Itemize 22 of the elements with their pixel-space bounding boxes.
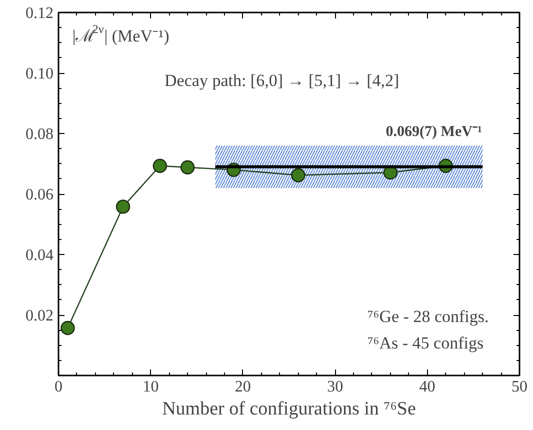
y-tick-label: 0.02	[26, 308, 54, 324]
annotation: Decay path: [6,0] → [5,1] → [4,2]	[164, 71, 400, 90]
point	[152, 158, 168, 173]
point	[291, 168, 306, 182]
annotation: ⁷⁶Ge - 28 configs.	[367, 307, 489, 326]
x-tick-label: 40	[419, 378, 436, 396]
y-tick-label: 0.06	[26, 186, 54, 204]
y-tick-label: 0.10	[26, 66, 54, 82]
x-axis-title: Number of configurations in ⁷⁶Se	[162, 398, 416, 420]
x-tick-label: 0	[54, 378, 62, 396]
x-tick-label: 20	[234, 378, 251, 396]
point	[180, 160, 195, 174]
y-tick-label: 0.12	[26, 5, 54, 22]
point	[116, 200, 130, 214]
y-tick-label: 0.08	[26, 126, 54, 143]
x-tick-label: 10	[142, 378, 159, 396]
x-tick-label: 30	[327, 378, 344, 396]
y-tick-label: 0.04	[26, 247, 54, 264]
annotation: ⁷⁶As - 45 configs	[367, 333, 484, 352]
x-tick-label: 50	[512, 378, 528, 396]
annotation: 0.069(7) MeV⁻¹	[386, 124, 482, 140]
point	[60, 320, 75, 336]
